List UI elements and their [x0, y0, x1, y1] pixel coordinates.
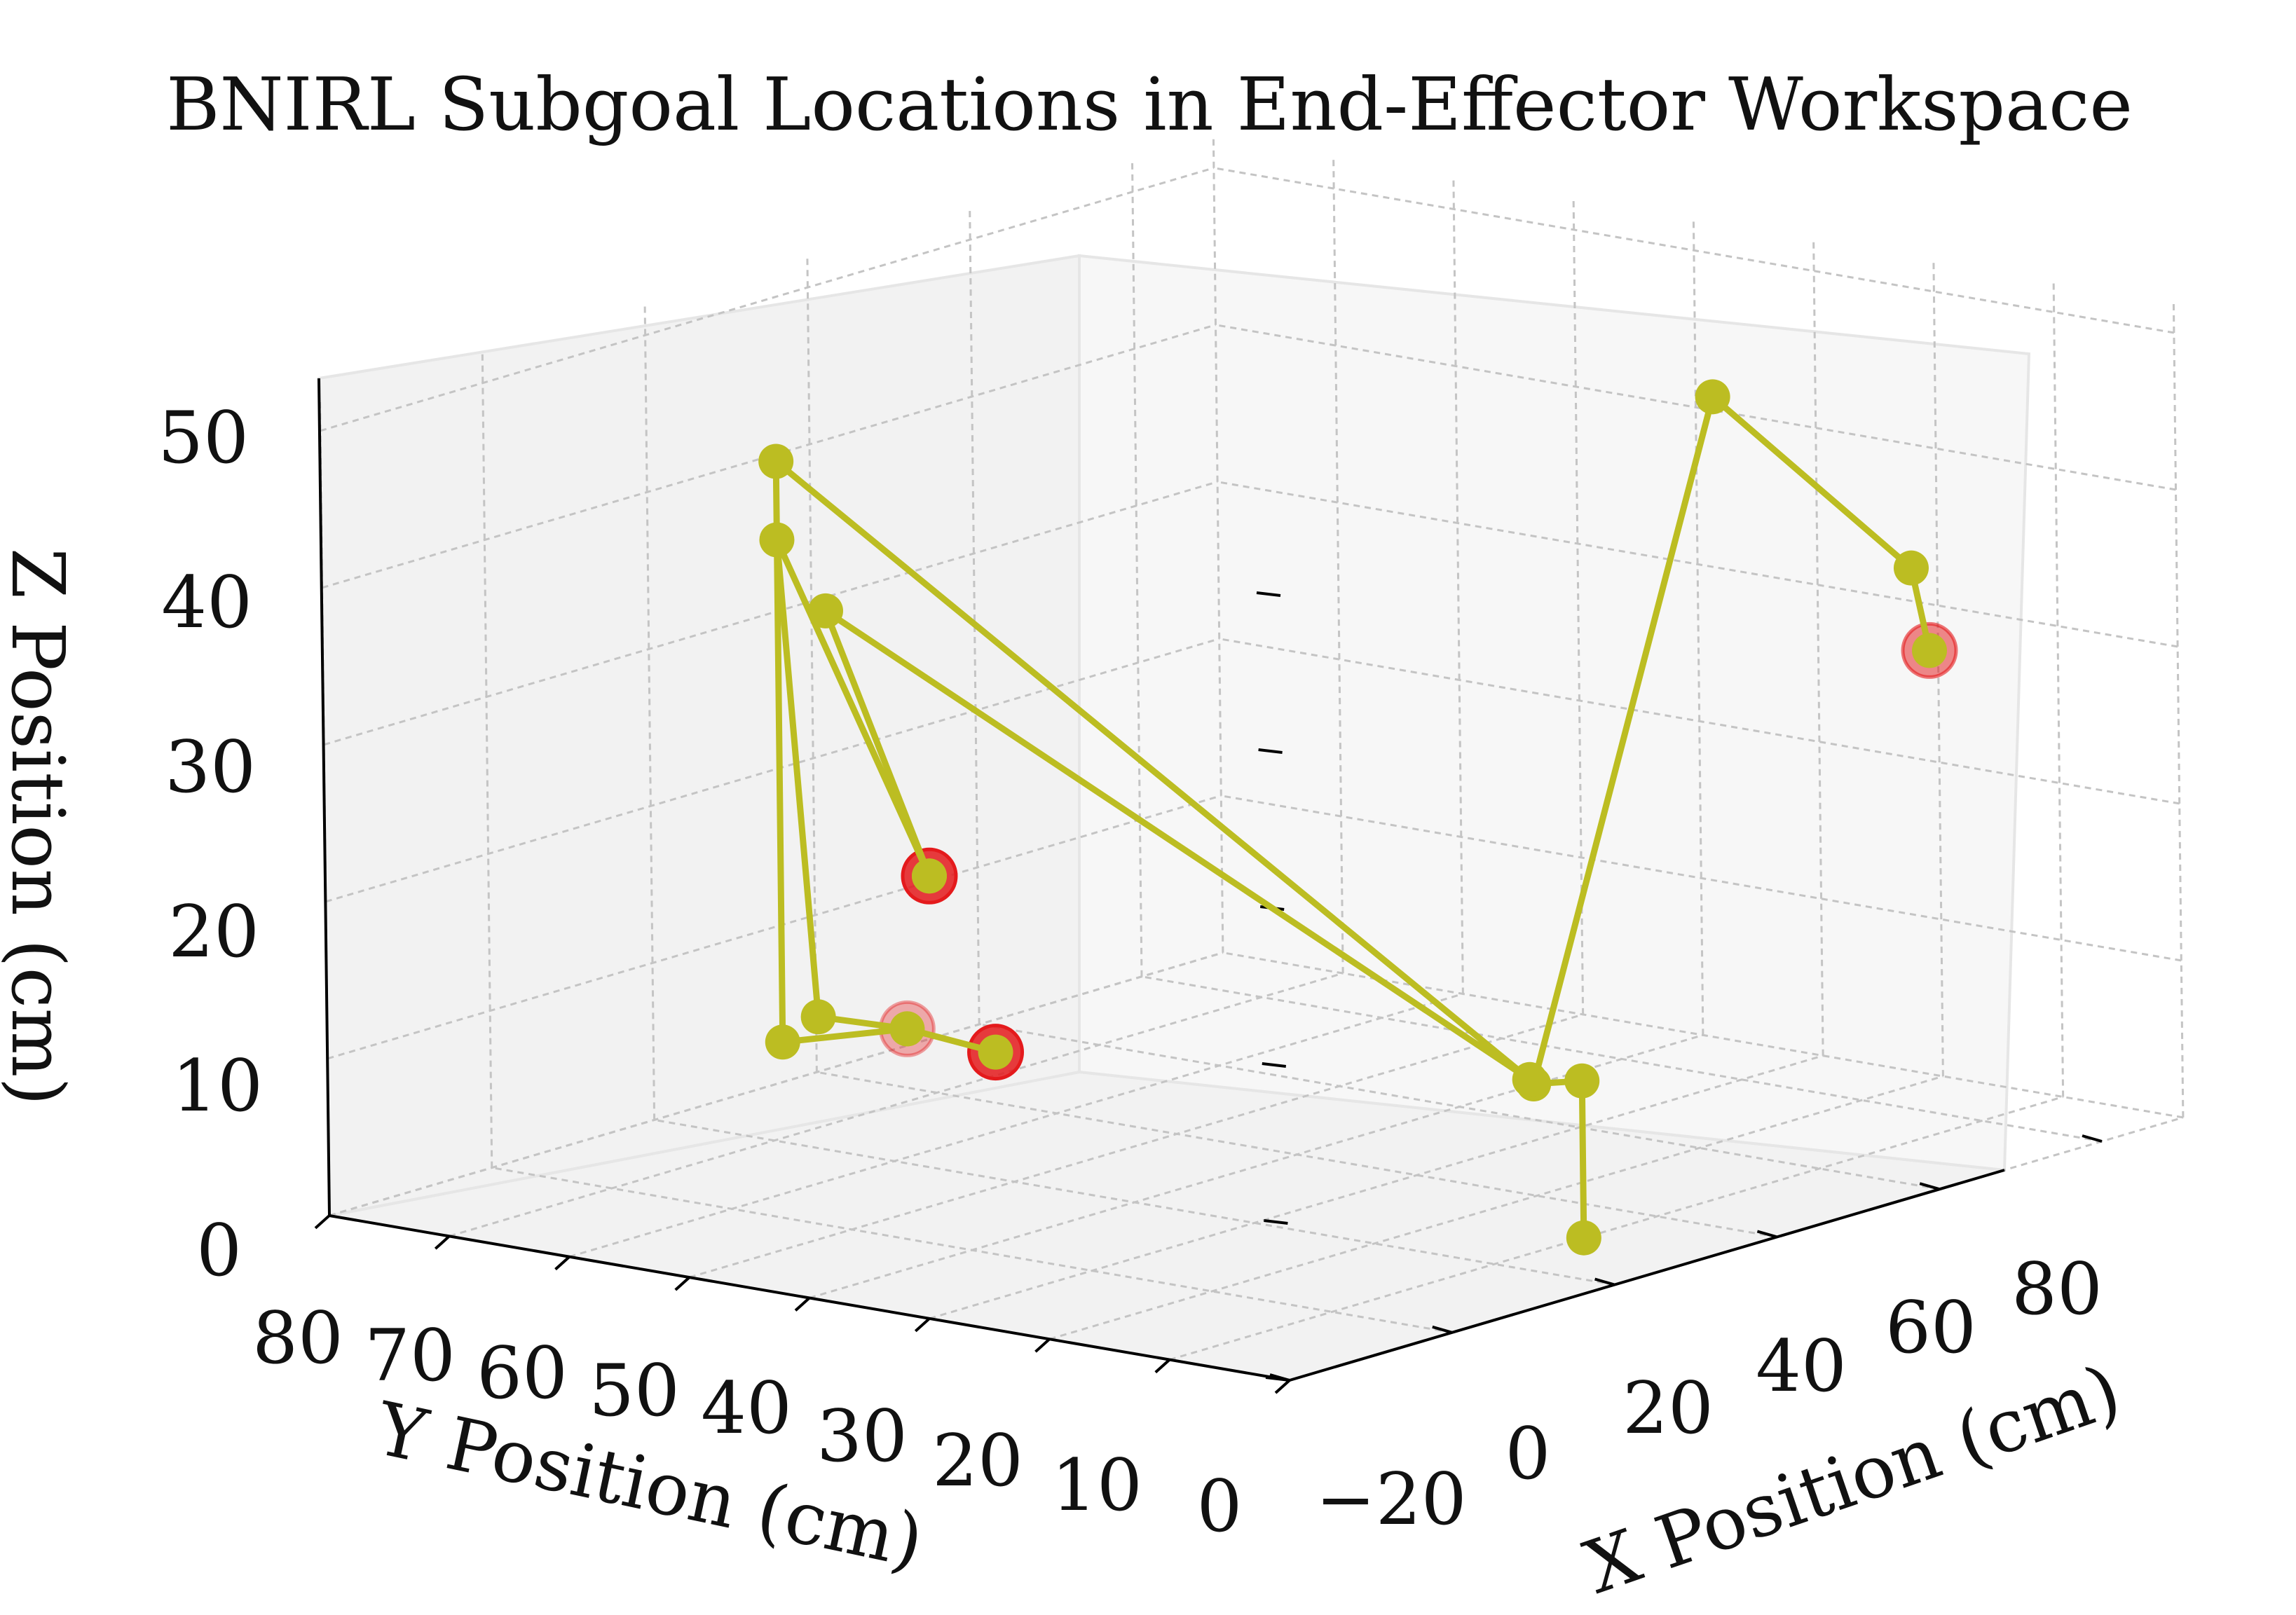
trajectory-point [978, 1034, 1013, 1070]
trajectory-point [1695, 379, 1730, 415]
z-tick-mark [1264, 1219, 1288, 1225]
y-tick-label: 20 [932, 1420, 1023, 1503]
trajectory-point [1912, 633, 1948, 668]
y-tick-label: 30 [816, 1395, 908, 1478]
grid-line [809, 1033, 1704, 1299]
z-tick-label: 40 [161, 561, 252, 645]
trajectory-point [758, 444, 794, 479]
x-tick-mark [2082, 1134, 2103, 1143]
grid-line [1213, 167, 2175, 334]
y-tick-label: 60 [477, 1332, 568, 1415]
trajectory-point [1564, 1063, 1600, 1099]
y-tick-mark [434, 1235, 451, 1250]
grid-line [1169, 1096, 2064, 1361]
x-tick-label: −20 [1316, 1458, 1466, 1541]
grid-line [325, 638, 1220, 903]
y-tick-labels: 80 70 60 50 40 30 20 10 0 [252, 1297, 1242, 1548]
grid-line [1219, 638, 2180, 805]
x-tick-mark [1919, 1182, 1940, 1191]
tick-marks [314, 591, 2103, 1394]
grid-line [1221, 795, 2182, 962]
y-tick-label: 50 [589, 1349, 680, 1433]
trajectory-point [765, 1024, 800, 1060]
y-tick-label: 10 [1051, 1444, 1142, 1527]
grid-line [449, 972, 1344, 1237]
x-tick-label: 80 [2011, 1248, 2103, 1331]
trajectory-point [759, 522, 795, 558]
x-tick-mark [1432, 1325, 1453, 1334]
grid-line [329, 951, 1224, 1217]
x-tick-label: 0 [1505, 1413, 1551, 1496]
y-tick-label: 0 [1197, 1465, 1243, 1548]
trajectory-point [800, 999, 836, 1035]
grid-line [689, 1013, 1584, 1279]
grid-line [969, 208, 980, 1025]
z-tick-label: 0 [196, 1209, 242, 1293]
y-tick-mark [554, 1256, 570, 1271]
y-tick-label: 40 [701, 1367, 792, 1450]
z-tick-label: 50 [158, 397, 249, 480]
y-tick-mark [314, 1214, 331, 1230]
grid-line [569, 993, 1463, 1258]
z-axis-line [317, 378, 331, 1216]
y-tick-label: 80 [252, 1297, 343, 1380]
z-tick-mark [1258, 748, 1283, 754]
grid-line [1215, 324, 2176, 491]
trajectory-point [889, 1011, 925, 1047]
x-tick-label: 40 [1756, 1325, 1847, 1408]
grid-line [1572, 198, 1585, 1015]
grid-line [2052, 280, 2065, 1097]
chart-title: BNIRL Subgoal Locations in End-Effector … [166, 62, 2133, 147]
trajectory-line [772, 458, 1533, 1083]
grid-line [643, 303, 656, 1120]
right-wall-pane [1078, 254, 2031, 1172]
trajectory-point [807, 593, 843, 628]
y-tick-mark [1274, 1379, 1291, 1394]
grid-line [806, 256, 818, 1073]
trajectory-point [911, 858, 947, 894]
x-tick-label: 20 [1622, 1367, 1714, 1450]
trajectory-point [1566, 1220, 1601, 1256]
y-tick-mark [914, 1317, 931, 1333]
z-tick-labels: 0 10 20 30 40 50 [158, 397, 263, 1293]
x-axis-line [1289, 1169, 2005, 1382]
z-tick-mark [1256, 591, 1281, 597]
grid-line [1049, 1075, 1943, 1340]
z-tick-label: 30 [165, 726, 256, 809]
grid-line [1217, 481, 2178, 648]
grid-line [1212, 136, 1224, 953]
trajectory-point [1512, 1061, 1547, 1097]
grid-line [1692, 219, 1704, 1036]
x-tick-mark [1594, 1277, 1615, 1286]
grid-line [2172, 301, 2185, 1118]
z-tick-label: 10 [172, 1045, 263, 1128]
grid-line [320, 167, 1215, 432]
grid-lines [318, 136, 2185, 1382]
y-tick-label: 70 [364, 1314, 456, 1398]
z-axis-label: Z Position (cm) [0, 548, 81, 1106]
grid-line [323, 481, 1218, 746]
x-tick-label: 60 [1885, 1286, 1976, 1370]
y-tick-mark [674, 1276, 691, 1291]
z-tick-mark [1262, 1062, 1287, 1068]
x-tick-mark [1269, 1373, 1290, 1382]
grid-line [1452, 177, 1464, 994]
grid-line [1812, 239, 1824, 1056]
left-wall-pane [317, 254, 1081, 1218]
z-tick-label: 20 [168, 891, 259, 974]
y-tick-mark [1154, 1359, 1171, 1374]
grid-line [327, 795, 1222, 1060]
trajectory-points [758, 379, 1948, 1256]
x-tick-labels: −20 0 20 40 60 80 [1316, 1248, 2103, 1541]
trajectory-point [1893, 550, 1929, 586]
y-tick-mark [1034, 1338, 1051, 1353]
grid-line [1332, 157, 1344, 974]
grid-line [481, 351, 493, 1168]
y-tick-mark [794, 1296, 811, 1312]
grid-line [1130, 160, 1143, 977]
x-tick-mark [1756, 1230, 1777, 1239]
grid-line [929, 1054, 1824, 1320]
